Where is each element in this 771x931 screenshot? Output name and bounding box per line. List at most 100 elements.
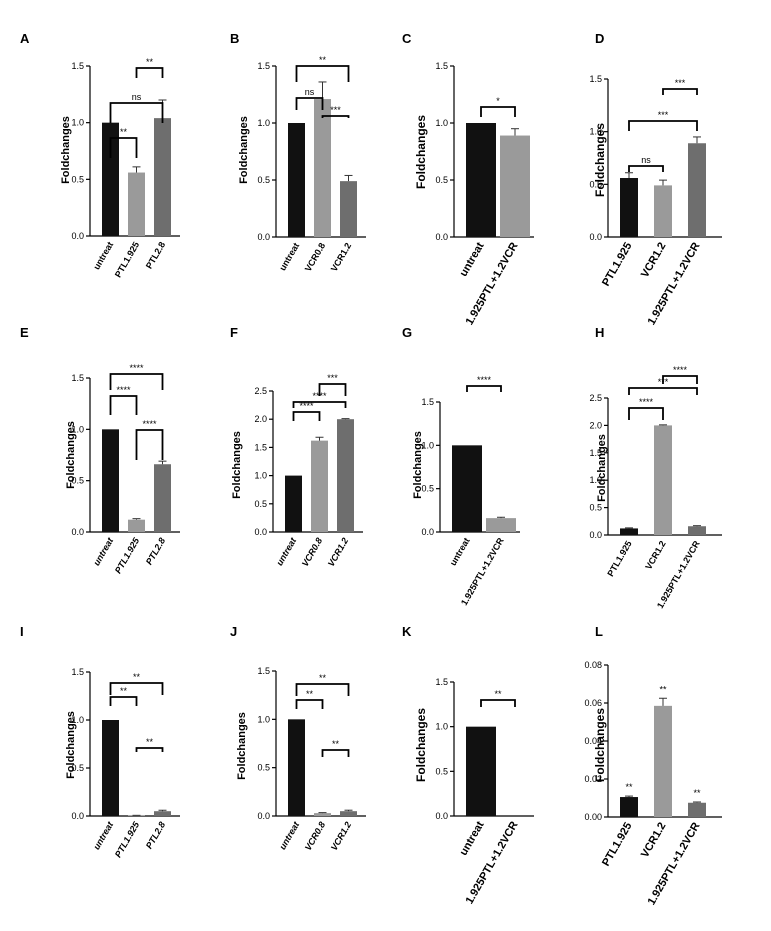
x-tick-label: untreat [448,536,472,567]
x-tick-label: VCR0.8 [300,536,324,568]
y-tick-label: 1.0 [435,722,448,732]
bar [466,123,496,237]
x-tick-label: untreat [274,535,298,567]
bar [154,118,171,236]
x-tick-label: VCR1.2 [643,539,667,571]
significance-label: * [496,96,500,106]
x-tick-label: VCR1.2 [329,820,353,852]
x-tick-label: untreat [277,819,301,851]
x-tick-label: PTL1.925 [113,819,142,859]
significance-bracket [109,102,164,123]
panel-k: K0.00.51.01.5Foldchangesuntreat1.925PTL+… [402,624,534,906]
significance-label: **** [299,401,314,411]
y-axis-label: Foldchanges [65,421,77,489]
y-tick-label: 1.0 [257,118,270,128]
significance-label: **** [673,365,688,375]
significance-label: **** [116,385,131,395]
x-tick-label: untreat [91,819,115,851]
y-axis-label: Foldchanges [596,434,608,502]
bar [288,719,305,816]
significance-label: ** [319,673,327,683]
y-tick-label: 2.5 [254,386,267,396]
bar [340,811,357,816]
y-tick-label: 0.5 [254,499,267,509]
bar [500,135,530,237]
y-axis-label: Foldchanges [231,431,243,499]
y-tick-label: 1.0 [257,714,270,724]
y-tick-label: 0.5 [589,503,602,513]
x-tick-label: VCR1.2 [329,241,353,273]
y-tick-label: 0.0 [71,231,84,241]
y-tick-label: 0.0 [435,811,448,821]
x-tick-label: PTL2.8 [144,820,167,851]
y-tick-label: 1.5 [257,666,270,676]
y-axis-label: Foldchanges [65,711,77,779]
significance-bracket [109,395,138,415]
significance-bracket [295,699,324,709]
significance-label: ** [146,57,154,67]
panel-letter: G [402,325,412,340]
significance-bracket [135,67,164,78]
significance-bracket [292,411,321,421]
panel-l: L 0.00 0.02 0.04 0.06 0.08 Foldchanges PTL1.925… [584,624,722,907]
bar [128,172,145,236]
significance-label: *** [675,78,686,88]
y-tick-label: 0.0 [589,530,602,540]
significance-label: **** [639,397,654,407]
y-tick-label: 2.0 [589,420,602,430]
significance-bracket [662,88,698,95]
panel-letter: F [230,325,238,340]
significance-label: *** [330,105,341,115]
y-tick-label: 1.5 [589,448,602,458]
x-tick-label: VCR1.2 [326,536,350,568]
bar [288,123,305,237]
x-tick-label: untreat [458,819,487,858]
significance-bracket [135,747,164,752]
significance-bracket [109,696,138,706]
significance-bracket [662,375,698,384]
bar [688,526,706,535]
y-tick-label: 0.5 [71,476,84,486]
bar [688,802,706,817]
bar [314,813,331,816]
y-axis-label: Foldchanges [593,123,607,197]
bar [688,143,706,237]
x-tick-label: untreat [91,240,115,271]
significance-label: *** [327,373,338,383]
bar [154,811,171,816]
y-axis-label: Foldchanges [412,431,424,499]
significance-bracket [318,383,347,396]
bar-significance-label: ** [659,684,667,694]
significance-bracket [628,387,698,395]
panel-letter: A [20,31,30,46]
x-tick-label: untreat [91,535,115,567]
significance-bracket [466,385,502,392]
significance-bracket [109,137,138,158]
bar [466,726,496,816]
bar [452,445,482,532]
significance-bracket [295,97,324,110]
significance-label: **** [129,363,144,373]
significance-bracket [292,401,347,408]
bar [654,185,672,237]
significance-label: ** [133,672,141,682]
y-axis-label: Foldchanges [414,115,428,189]
bar [486,518,516,532]
x-tick-label: VCR0.8 [303,820,327,852]
significance-label: ** [494,689,502,699]
significance-bracket [295,683,350,696]
bar [620,797,638,817]
significance-bracket [321,115,350,118]
bar [102,429,119,532]
panel-letter: E [20,325,29,340]
panel-letter: K [402,624,412,639]
y-tick-label: 0.5 [421,484,434,494]
y-tick-label: 0.0 [257,811,270,821]
y-tick-label: 1.5 [435,61,448,71]
panel-h: H 0.0 0.5 1.0 1.5 2.0 2.5 Foldchanges PTL1.925 VC… [589,325,722,610]
y-tick-label: 1.0 [589,475,602,485]
y-tick-label: 0.0 [71,811,84,821]
significance-label: ** [120,686,128,696]
